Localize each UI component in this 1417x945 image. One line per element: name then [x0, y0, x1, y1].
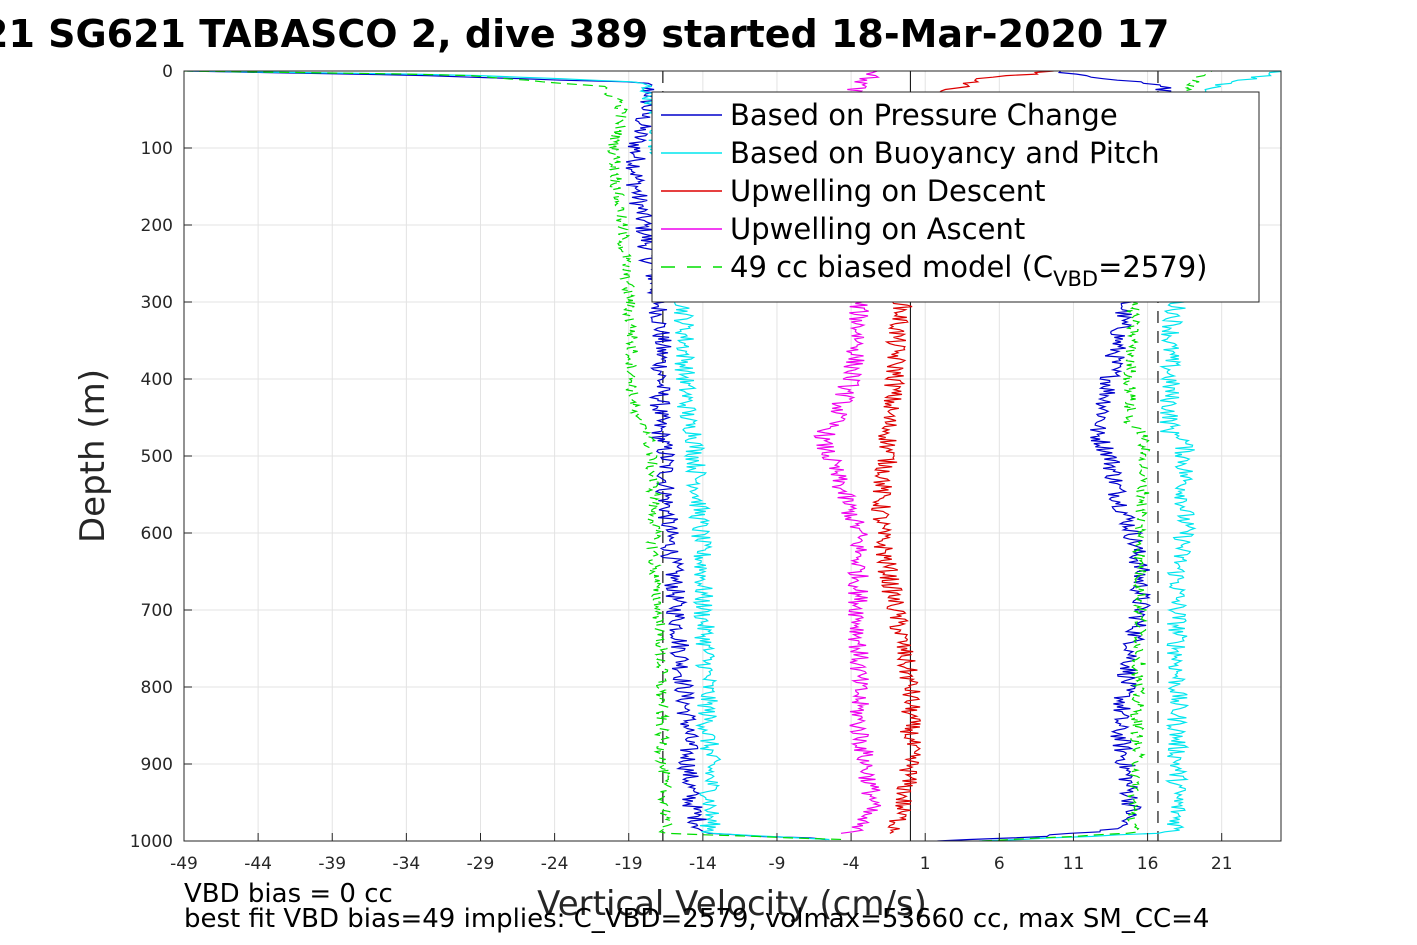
- x-tick-label: -9: [768, 854, 785, 874]
- vbd-bias-note: VBD bias = 0 cc: [184, 879, 393, 909]
- legend-label-1: Based on Buoyancy and Pitch: [730, 136, 1160, 170]
- x-tick-label: -44: [244, 854, 272, 874]
- legend: Based on Pressure Change Based on Buoyanc…: [651, 91, 1260, 303]
- chart-title: 21 SG621 TABASCO 2, dive 389 started 18-…: [0, 12, 1169, 56]
- legend-box: [651, 91, 1260, 303]
- y-axis-ticks: 0 100 200 300 400 500 600 700 800 900 1000: [130, 62, 192, 852]
- x-tick-label: -19: [615, 854, 643, 874]
- y-tick-label: 500: [141, 447, 173, 467]
- legend-label-4: 49 cc biased model (CVBD=2579): [730, 250, 1208, 291]
- y-tick-label: 200: [141, 216, 173, 236]
- y-tick-label: 800: [141, 678, 173, 698]
- x-tick-label: 1: [920, 854, 931, 874]
- legend-label-2: Upwelling on Descent: [730, 174, 1046, 208]
- y-tick-label: 700: [141, 601, 173, 621]
- y-tick-label: 400: [141, 370, 173, 390]
- x-tick-label: -34: [392, 854, 420, 874]
- y-axis-label: Depth (m): [73, 369, 113, 543]
- legend-label-3: Upwelling on Ascent: [730, 212, 1025, 246]
- x-tick-label: 21: [1211, 854, 1233, 874]
- best-fit-note: best fit VBD bias=49 implies: C_VBD=2579…: [184, 904, 1209, 934]
- x-tick-label: -49: [170, 854, 198, 874]
- y-tick-label: 900: [141, 755, 173, 775]
- legend-label-0: Based on Pressure Change: [730, 98, 1118, 132]
- y-tick-label: 0: [162, 62, 173, 82]
- x-tick-label: 16: [1137, 854, 1159, 874]
- x-tick-label: -24: [541, 854, 569, 874]
- y-tick-label: 100: [141, 139, 173, 159]
- x-tick-label: -39: [318, 854, 346, 874]
- x-tick-label: -4: [843, 854, 860, 874]
- x-tick-label: -14: [689, 854, 717, 874]
- x-tick-label: -29: [467, 854, 495, 874]
- y-tick-label: 600: [141, 524, 173, 544]
- x-axis-ticks: -49 -44 -39 -34 -29 -24 -19 -14 -9 -4 1 6 11 16 21: [170, 833, 1233, 874]
- series-4-descent-line: [184, 71, 843, 841]
- x-tick-label: 11: [1063, 854, 1085, 874]
- y-tick-label: 300: [141, 293, 173, 313]
- series-0-descent-line: [187, 71, 827, 841]
- x-tick-label: 6: [994, 854, 1005, 874]
- y-tick-label: 1000: [130, 832, 173, 852]
- x-axis-label: Vertical Velocity (cm/s): [537, 884, 927, 924]
